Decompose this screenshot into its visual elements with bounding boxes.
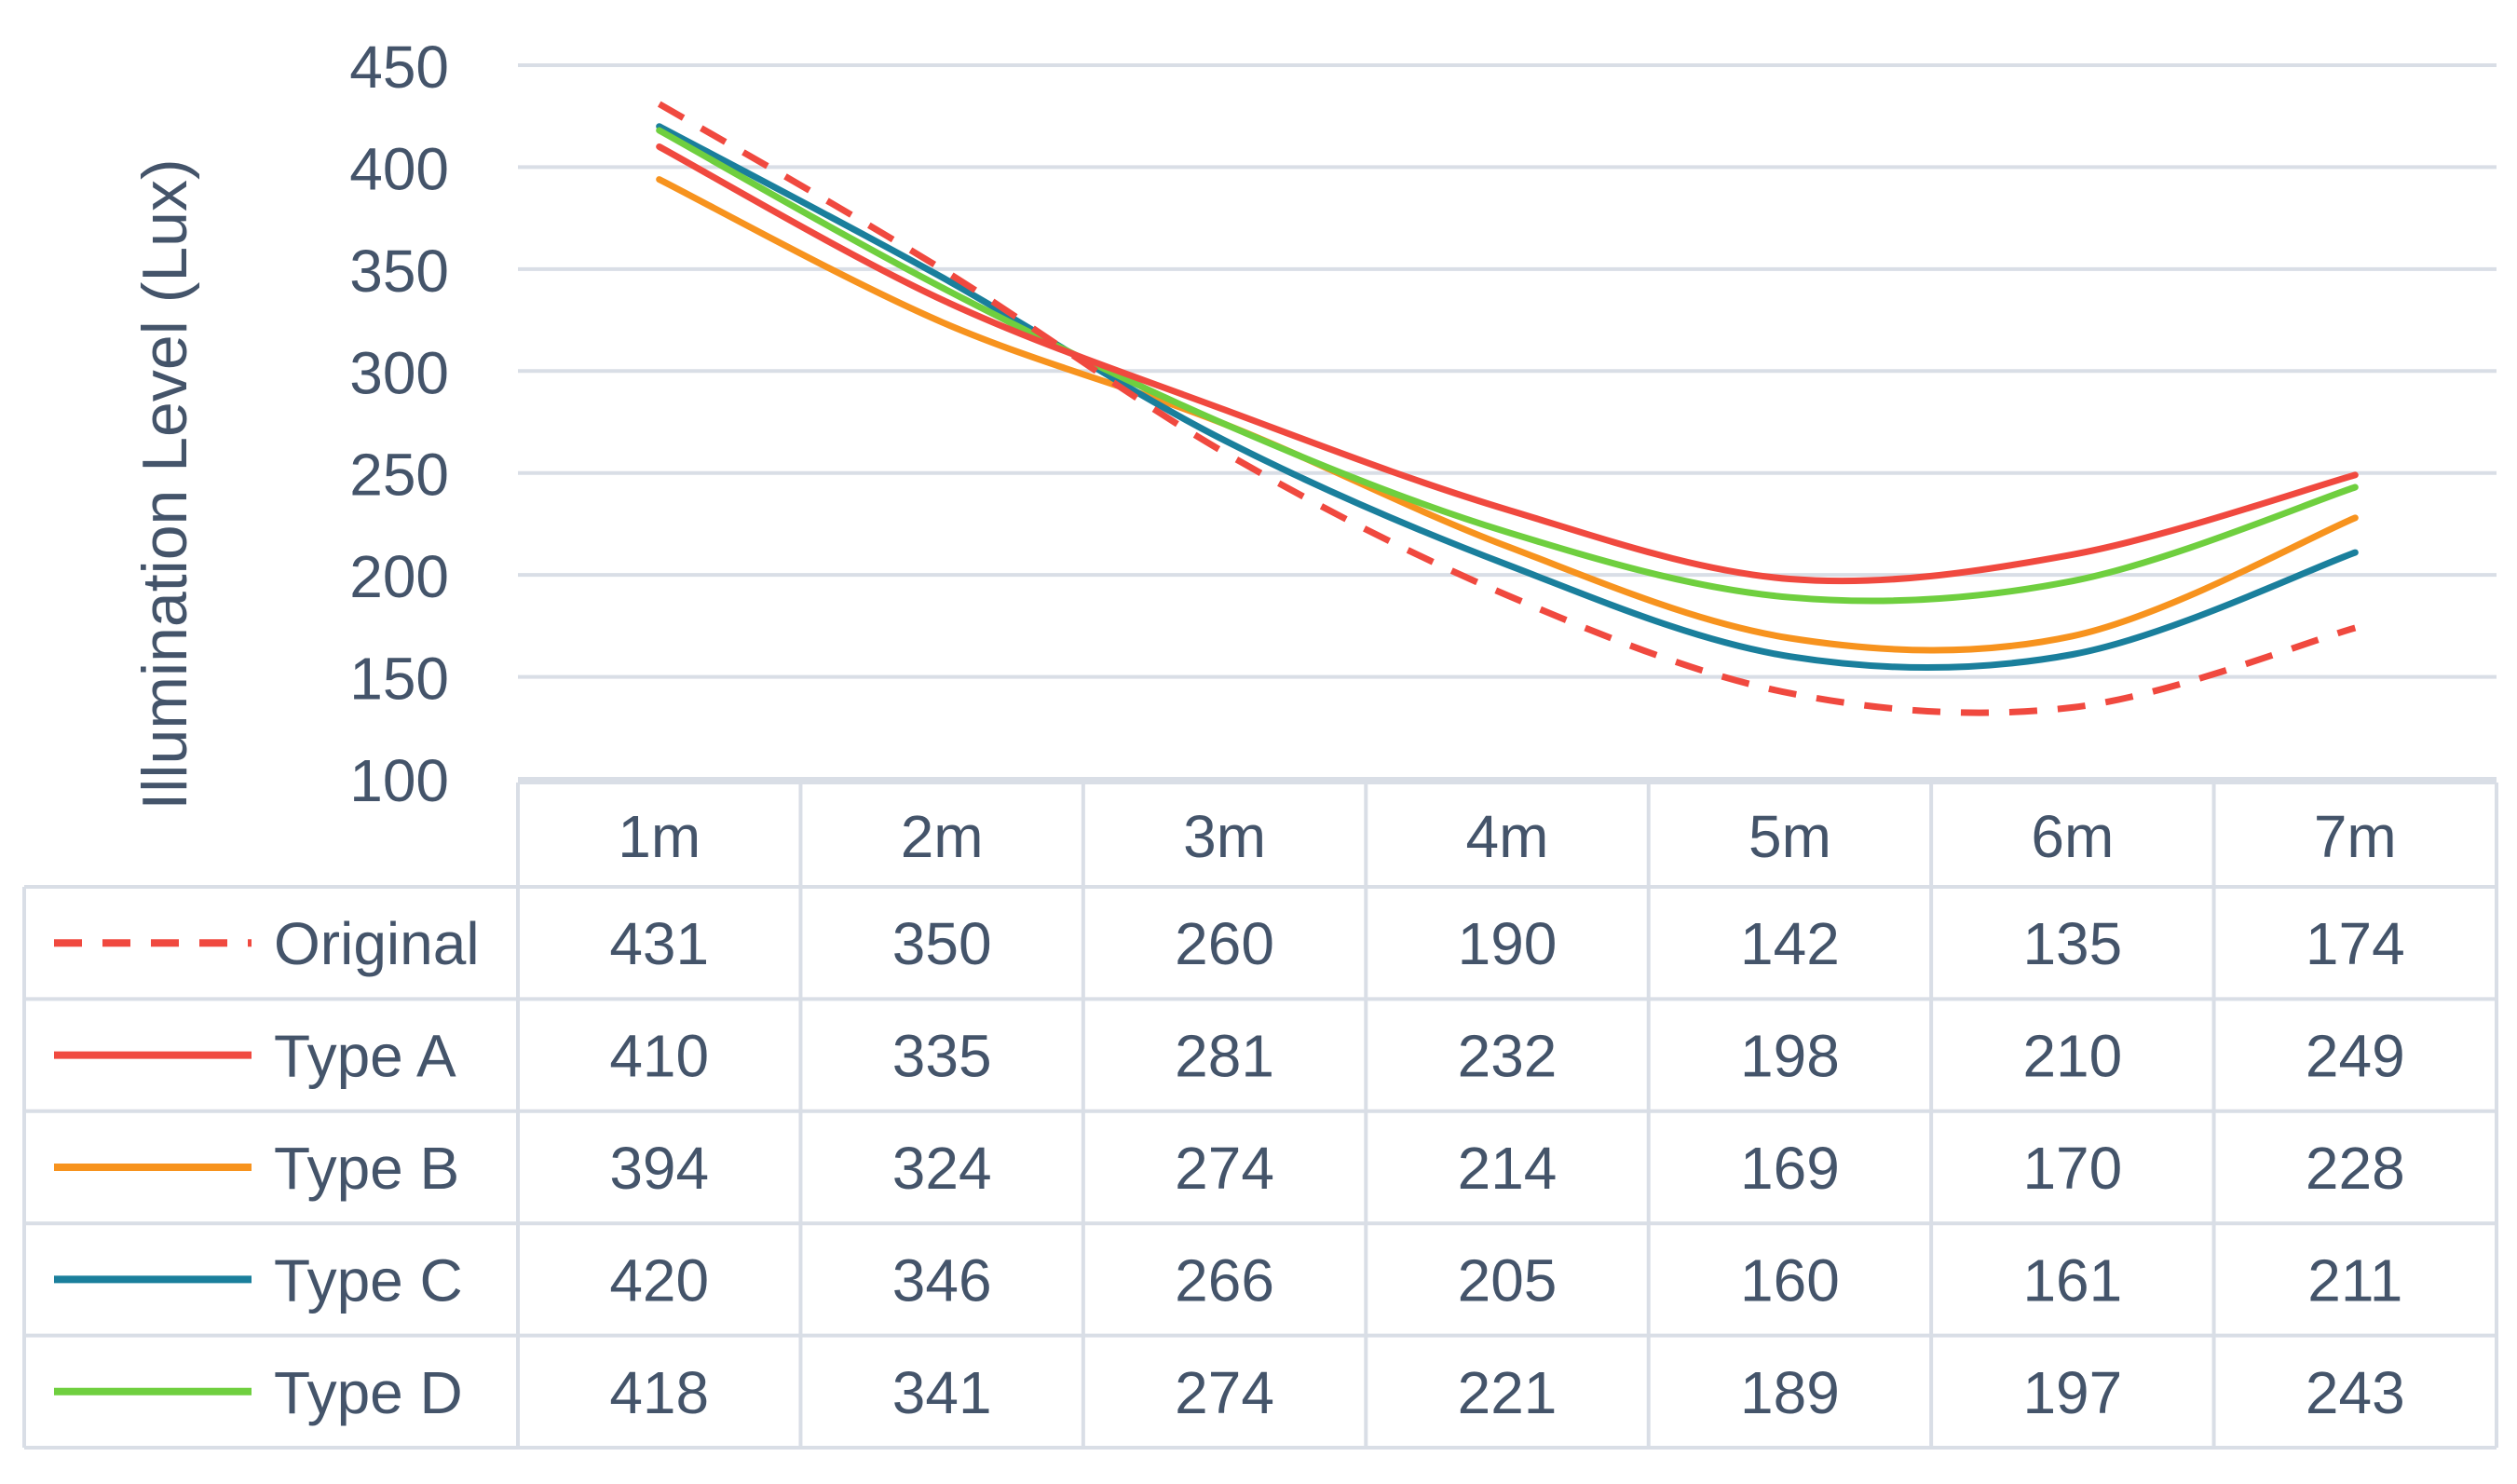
data-label: 232 [1458, 1023, 1558, 1090]
series-line-type-a [656, 143, 2359, 585]
series-line-type-b [656, 176, 2359, 654]
data-label: 281 [1175, 1023, 1274, 1090]
data-label: 418 [609, 1359, 709, 1426]
x-tick-label: 2m [901, 803, 984, 870]
data-label: 335 [892, 1023, 992, 1090]
legend-label: Type A [274, 1023, 456, 1090]
gridlines [518, 63, 2497, 781]
data-label: 228 [2306, 1135, 2405, 1202]
data-label: 410 [609, 1023, 709, 1090]
data-label: 198 [1740, 1023, 1840, 1090]
data-label: 274 [1175, 1135, 1274, 1202]
data-label: 350 [892, 910, 992, 977]
data-label: 341 [892, 1359, 992, 1426]
data-label: 420 [609, 1246, 709, 1314]
data-label: 214 [1458, 1135, 1558, 1202]
data-label: 197 [2022, 1359, 2122, 1426]
data-label: 169 [1740, 1135, 1840, 1202]
data-label: 135 [2022, 910, 2122, 977]
data-table: 1m 2m 3m 4m 5m 6m 7m Original 431 350 260 190 142 135… [22, 781, 2498, 1450]
data-label: 249 [2306, 1023, 2405, 1090]
y-axis-label: Illumination Level (Lux) [129, 158, 200, 810]
series-lines [656, 101, 2359, 716]
data-label: 266 [1175, 1246, 1274, 1314]
data-label: 324 [892, 1135, 992, 1202]
y-tick-label: 450 [349, 34, 449, 101]
y-tick-label: 100 [349, 747, 449, 814]
data-label: 274 [1175, 1359, 1274, 1426]
data-label: 243 [2306, 1359, 2405, 1426]
y-tick-label: 350 [349, 238, 449, 305]
x-tick-label: 7m [2314, 803, 2397, 870]
series-line-type-d [656, 127, 2359, 605]
y-tick-label: 200 [349, 543, 449, 610]
data-label: 161 [2022, 1246, 2122, 1314]
data-label: 174 [2306, 910, 2405, 977]
data-label: 346 [892, 1246, 992, 1314]
legend-label: Type B [274, 1135, 459, 1202]
data-label: 142 [1740, 910, 1840, 977]
data-label: 394 [609, 1135, 709, 1202]
y-tick-label: 150 [349, 646, 449, 713]
legend-label: Type C [274, 1246, 463, 1314]
x-tick-label: 1m [618, 803, 701, 870]
series-line-type-c [656, 123, 2359, 672]
data-label: 210 [2022, 1023, 2122, 1090]
series-line-original [657, 101, 2357, 716]
y-tick-label: 300 [349, 339, 449, 406]
data-label: 211 [2307, 1246, 2402, 1314]
y-axis-ticks: 100 150 200 250 300 350 400 450 [349, 34, 449, 814]
x-tick-label: 6m [2031, 803, 2114, 870]
legend-label: Original [274, 910, 480, 977]
data-label: 431 [609, 910, 709, 977]
data-label: 170 [2022, 1135, 2122, 1202]
data-label: 205 [1458, 1246, 1558, 1314]
data-label: 221 [1458, 1359, 1558, 1426]
legend-label: Type D [274, 1359, 463, 1426]
x-tick-label: 5m [1748, 803, 1831, 870]
data-label: 260 [1175, 910, 1274, 977]
y-tick-label: 250 [349, 442, 449, 509]
y-tick-label: 400 [349, 135, 449, 202]
data-label: 190 [1458, 910, 1558, 977]
data-label: 160 [1740, 1246, 1840, 1314]
data-label: 189 [1740, 1359, 1840, 1426]
x-tick-label: 4m [1466, 803, 1549, 870]
x-tick-label: 3m [1183, 803, 1266, 870]
